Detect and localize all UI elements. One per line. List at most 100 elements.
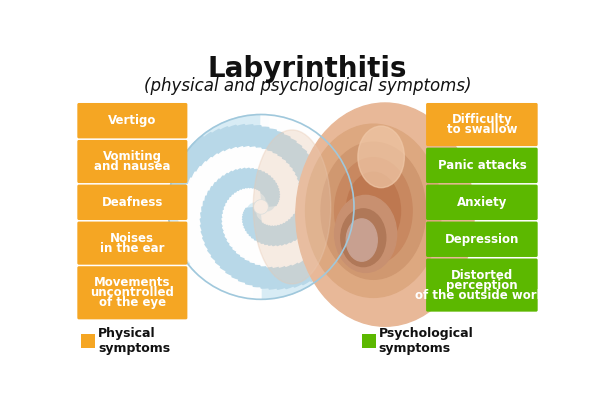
Wedge shape	[201, 210, 240, 254]
Wedge shape	[232, 169, 259, 194]
Text: Distorted: Distorted	[451, 269, 513, 281]
Wedge shape	[289, 216, 349, 281]
Wedge shape	[210, 127, 269, 173]
Wedge shape	[266, 191, 278, 204]
Wedge shape	[263, 212, 275, 223]
Wedge shape	[275, 181, 298, 207]
Wedge shape	[241, 189, 256, 204]
Wedge shape	[188, 166, 227, 221]
Text: to swallow: to swallow	[446, 123, 517, 136]
Wedge shape	[241, 154, 281, 180]
Wedge shape	[249, 192, 260, 202]
Wedge shape	[242, 214, 259, 229]
FancyBboxPatch shape	[426, 184, 538, 220]
Text: Panic attacks: Panic attacks	[437, 159, 526, 172]
Wedge shape	[261, 160, 295, 189]
Wedge shape	[265, 211, 279, 225]
Wedge shape	[261, 238, 319, 288]
Wedge shape	[249, 176, 273, 191]
Wedge shape	[211, 179, 238, 217]
Wedge shape	[178, 216, 235, 277]
Wedge shape	[220, 240, 275, 280]
Ellipse shape	[358, 126, 404, 188]
Wedge shape	[263, 220, 290, 245]
Wedge shape	[290, 143, 344, 202]
Ellipse shape	[346, 172, 401, 249]
Wedge shape	[209, 182, 236, 222]
Wedge shape	[254, 135, 307, 177]
Text: Labyrinthitis: Labyrinthitis	[208, 55, 407, 83]
Wedge shape	[168, 142, 225, 207]
Ellipse shape	[253, 130, 331, 284]
Wedge shape	[285, 211, 329, 260]
Wedge shape	[272, 171, 300, 200]
Wedge shape	[222, 168, 252, 198]
Wedge shape	[242, 173, 268, 191]
Text: Physical
symptoms: Physical symptoms	[98, 327, 170, 355]
Wedge shape	[270, 216, 300, 246]
Wedge shape	[280, 207, 309, 240]
Wedge shape	[230, 195, 245, 219]
Wedge shape	[266, 117, 332, 175]
Wedge shape	[262, 183, 280, 199]
Wedge shape	[245, 234, 287, 261]
Wedge shape	[263, 185, 280, 200]
Wedge shape	[179, 207, 229, 264]
Wedge shape	[287, 181, 316, 223]
Wedge shape	[230, 151, 272, 181]
Wedge shape	[200, 217, 245, 263]
Wedge shape	[297, 185, 335, 242]
Wedge shape	[245, 243, 305, 285]
Wedge shape	[261, 182, 279, 197]
Wedge shape	[232, 131, 290, 169]
Wedge shape	[262, 212, 273, 222]
Wedge shape	[182, 192, 225, 250]
Wedge shape	[244, 210, 256, 223]
Wedge shape	[205, 196, 235, 238]
Wedge shape	[233, 191, 248, 212]
Wedge shape	[197, 149, 244, 196]
Text: (physical and psychological symptoms): (physical and psychological symptoms)	[144, 77, 471, 95]
Wedge shape	[280, 156, 322, 200]
Wedge shape	[202, 207, 238, 248]
Wedge shape	[278, 218, 325, 265]
Text: uncontrolled: uncontrolled	[91, 286, 174, 299]
Ellipse shape	[346, 219, 377, 261]
Text: Depression: Depression	[445, 233, 519, 246]
Wedge shape	[246, 155, 286, 182]
Wedge shape	[247, 134, 302, 174]
Wedge shape	[259, 180, 278, 196]
Wedge shape	[224, 207, 247, 233]
Wedge shape	[232, 245, 290, 283]
Wedge shape	[226, 204, 246, 229]
Wedge shape	[230, 228, 266, 256]
Wedge shape	[265, 236, 325, 289]
Wedge shape	[281, 214, 327, 263]
FancyBboxPatch shape	[362, 334, 376, 348]
Text: perception: perception	[446, 279, 518, 292]
Wedge shape	[268, 141, 317, 187]
Wedge shape	[211, 234, 261, 277]
Wedge shape	[201, 220, 247, 266]
Ellipse shape	[321, 142, 425, 279]
Text: Noises: Noises	[110, 231, 154, 245]
Wedge shape	[256, 179, 277, 194]
Wedge shape	[235, 190, 250, 209]
FancyBboxPatch shape	[426, 258, 538, 312]
Wedge shape	[205, 147, 251, 191]
FancyBboxPatch shape	[81, 334, 95, 348]
Ellipse shape	[335, 157, 412, 264]
Wedge shape	[227, 225, 261, 254]
Text: Anxiety: Anxiety	[457, 196, 507, 209]
Wedge shape	[261, 115, 327, 171]
Wedge shape	[245, 220, 266, 235]
Wedge shape	[288, 187, 314, 227]
Ellipse shape	[335, 196, 397, 272]
FancyBboxPatch shape	[77, 140, 187, 183]
Wedge shape	[274, 178, 299, 205]
Wedge shape	[208, 187, 234, 227]
Wedge shape	[227, 200, 245, 225]
Wedge shape	[253, 178, 275, 193]
Wedge shape	[265, 189, 279, 203]
Text: and nausea: and nausea	[94, 160, 170, 173]
